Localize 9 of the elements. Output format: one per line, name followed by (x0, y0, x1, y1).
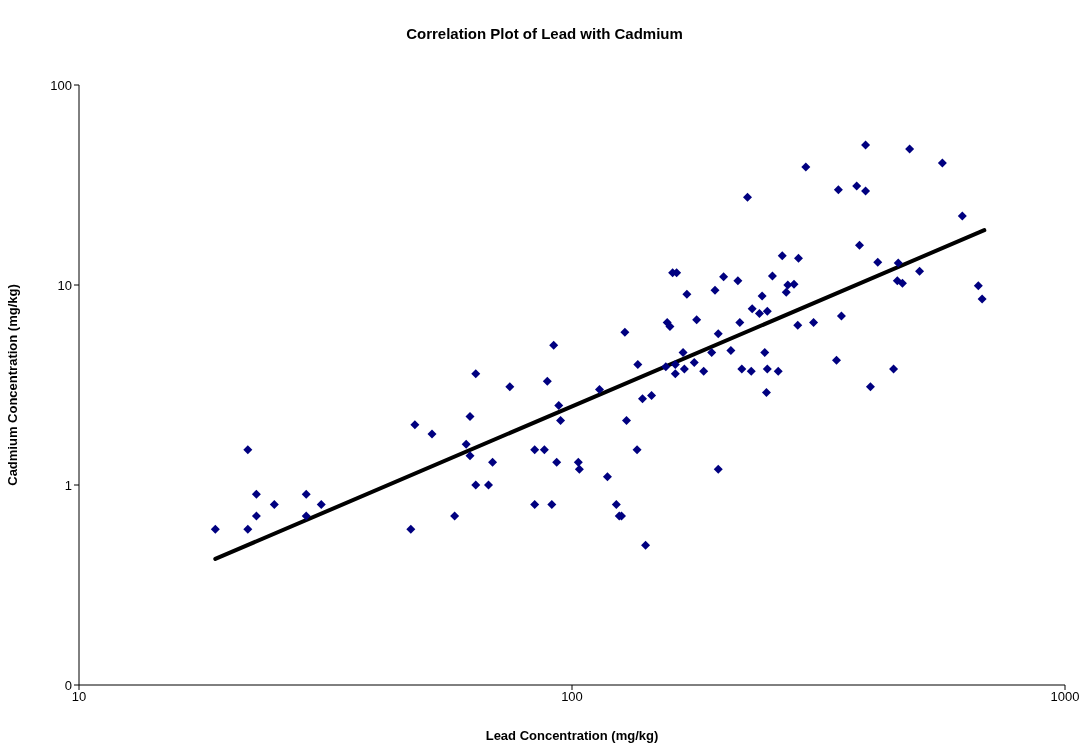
y-tick-label: 0 (64, 677, 72, 693)
y-tick-label: 1 (64, 477, 72, 493)
x-axis-title: Lead Concentration (mg/kg) (485, 728, 659, 743)
y-axis-title: Cadmium Concentration (mg/kg) (4, 284, 20, 486)
chart-title: Correlation Plot of Lead with Cadmium (405, 25, 684, 42)
y-tick-label: 10 (57, 277, 72, 293)
x-tick-label: 100 (561, 689, 583, 705)
y-tick-label: 100 (50, 77, 72, 93)
x-tick-label: 1000 (1050, 689, 1080, 705)
